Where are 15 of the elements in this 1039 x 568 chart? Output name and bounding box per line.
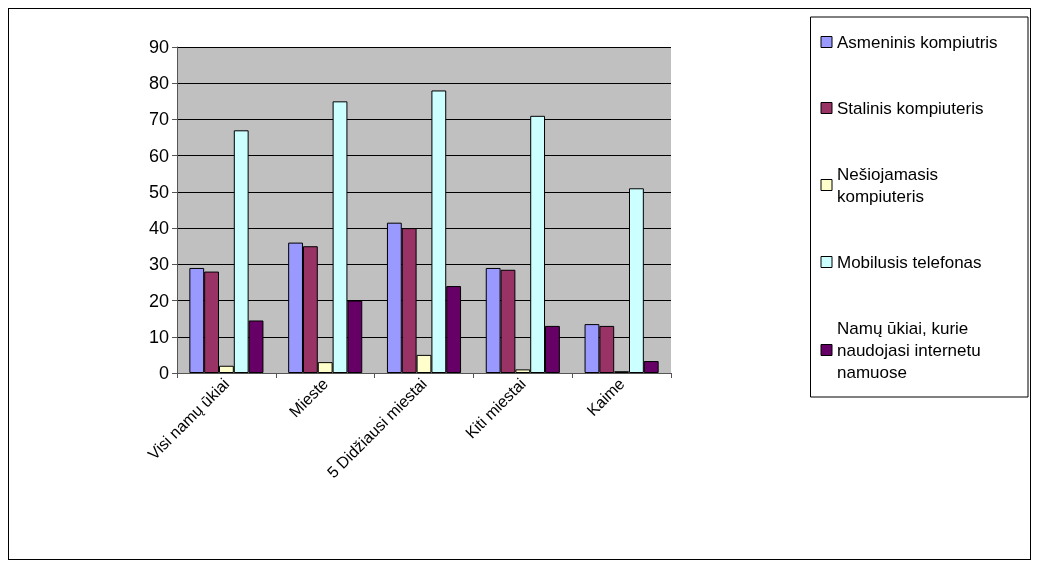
y-tick-label: 30: [148, 254, 169, 275]
y-tick-label: 20: [148, 290, 169, 311]
legend-label: Mobilusis telefonas: [837, 252, 982, 272]
y-tick-label: 60: [148, 145, 169, 166]
y-tick-label: 50: [148, 181, 169, 202]
legend-label: Nešiojamasis kompiuteris: [837, 164, 943, 206]
y-tick-label: 40: [148, 218, 169, 239]
y-tick-label: 70: [148, 109, 169, 130]
y-tick-label: 90: [148, 37, 169, 57]
legend-label: Asmeninis kompiutris: [837, 32, 998, 52]
y-tick-label: 10: [148, 326, 169, 347]
legend-label: Namų ūkiai, kurie naudojasi internetu namuose: [837, 318, 986, 382]
y-tick-label: 0: [158, 363, 169, 383]
y-tick-label: 80: [148, 73, 169, 94]
legend-label: Stalinis kompiuteris: [837, 98, 984, 118]
